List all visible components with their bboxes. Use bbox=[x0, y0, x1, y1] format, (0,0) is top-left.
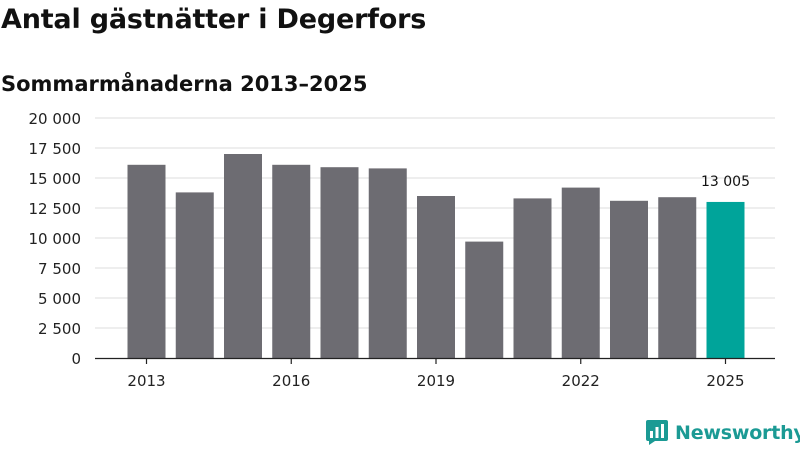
newsworthy-logo-icon bbox=[646, 420, 668, 445]
x-tick-label: 2016 bbox=[272, 372, 310, 390]
x-tick-label: 2025 bbox=[706, 372, 744, 390]
bar-2014 bbox=[175, 192, 214, 358]
annotations: 13 005 bbox=[701, 174, 750, 190]
chart-subtitle: Sommarmånaderna 2013–2025 bbox=[1, 72, 368, 96]
y-tick-label: 7 500 bbox=[38, 260, 81, 278]
y-axis-tick-labels: 0 2 500 5 000 7 500 10 000 12 500 15 000 17 500… bbox=[29, 110, 82, 368]
bars bbox=[127, 154, 745, 358]
data-label: 13 005 bbox=[701, 174, 750, 190]
bar-2024 bbox=[658, 197, 697, 358]
bar-2022 bbox=[561, 187, 600, 358]
y-tick-label: 10 000 bbox=[29, 230, 82, 248]
newsworthy-brand: Newsworthy bbox=[645, 419, 800, 446]
bar-2025 bbox=[706, 201, 745, 358]
bar-2020 bbox=[465, 241, 504, 358]
y-tick-label: 12 500 bbox=[29, 200, 82, 218]
y-tick-label: 2 500 bbox=[38, 320, 81, 338]
y-tick-label: 15 000 bbox=[29, 170, 82, 188]
bar-2015 bbox=[224, 154, 262, 358]
bar-2017 bbox=[320, 167, 359, 358]
bar-2019 bbox=[417, 196, 455, 358]
brand-name: Newsworthy bbox=[675, 421, 800, 444]
x-tick-label: 2013 bbox=[127, 372, 165, 390]
y-tick-label: 17 500 bbox=[29, 140, 82, 158]
bar-2021 bbox=[513, 198, 552, 358]
y-tick-label: 0 bbox=[71, 350, 81, 368]
y-tick-label: 5 000 bbox=[38, 290, 81, 308]
bar-2013 bbox=[127, 164, 166, 358]
y-tick-label: 20 000 bbox=[29, 110, 82, 128]
chart-title: Antal gästnätter i Degerfors bbox=[1, 4, 427, 35]
bar-2016 bbox=[272, 164, 311, 358]
x-tick-label: 2022 bbox=[562, 372, 600, 390]
bar-2023 bbox=[610, 200, 648, 358]
bar-2018 bbox=[368, 168, 407, 358]
x-tick-label: 2019 bbox=[417, 372, 455, 390]
x-axis: 2013 2016 2019 2022 2025 bbox=[95, 357, 775, 390]
